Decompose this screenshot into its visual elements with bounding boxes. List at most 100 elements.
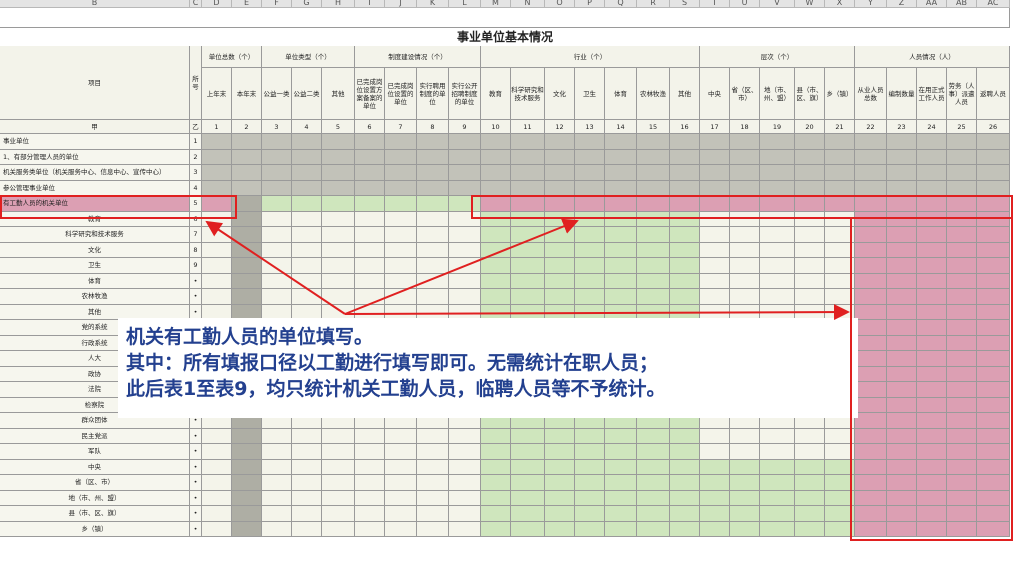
- data-cell: [887, 227, 917, 243]
- data-cell: [637, 134, 670, 150]
- data-cell: [511, 490, 545, 506]
- column-number: 1: [202, 120, 232, 134]
- data-cell: [417, 273, 449, 289]
- data-cell: [385, 165, 417, 181]
- sub-header: 在用正式工作人员: [917, 68, 947, 120]
- data-cell: [385, 475, 417, 491]
- data-cell: [575, 459, 605, 475]
- data-cell: [385, 180, 417, 196]
- data-cell: [700, 475, 730, 491]
- column-number: 7: [385, 120, 417, 134]
- data-cell: [232, 211, 262, 227]
- data-cell: [730, 242, 760, 258]
- data-cell: [947, 211, 977, 227]
- data-cell: [262, 180, 292, 196]
- data-cell: [917, 382, 947, 398]
- sub-header: 劳务（人事）派遣人员: [947, 68, 977, 120]
- data-cell: [322, 211, 355, 227]
- data-cell: [202, 273, 232, 289]
- data-cell: [700, 242, 730, 258]
- data-cell: [855, 459, 887, 475]
- data-cell: [355, 444, 385, 460]
- data-cell: [670, 165, 700, 181]
- data-cell: [449, 180, 481, 196]
- data-cell: [977, 413, 1010, 429]
- data-cell: [481, 165, 511, 181]
- data-cell: [511, 521, 545, 537]
- data-cell: [262, 490, 292, 506]
- data-cell: [977, 428, 1010, 444]
- data-cell: [887, 506, 917, 522]
- data-cell: [322, 149, 355, 165]
- column-letter: H: [322, 0, 355, 8]
- data-cell: [262, 475, 292, 491]
- data-cell: [575, 444, 605, 460]
- data-cell: [511, 134, 545, 150]
- data-cell: [262, 242, 292, 258]
- column-letter: F: [262, 0, 292, 8]
- data-cell: [232, 459, 262, 475]
- data-cell: [322, 506, 355, 522]
- row-number: 8: [190, 242, 202, 258]
- data-cell: [481, 490, 511, 506]
- data-cell: [730, 149, 760, 165]
- data-cell: [947, 196, 977, 212]
- column-letter: AB: [947, 0, 977, 8]
- data-cell: [449, 521, 481, 537]
- data-cell: [511, 289, 545, 305]
- data-cell: [262, 196, 292, 212]
- data-cell: [385, 149, 417, 165]
- data-cell: [232, 149, 262, 165]
- data-cell: [575, 490, 605, 506]
- sub-header: 编制数量: [887, 68, 917, 120]
- data-cell: [855, 196, 887, 212]
- data-cell: [262, 227, 292, 243]
- data-cell: [232, 428, 262, 444]
- data-cell: [730, 506, 760, 522]
- data-cell: [202, 165, 232, 181]
- row-label: 1、有部分管理人员的单位: [0, 149, 190, 165]
- row-label: 农林牧渔: [0, 289, 190, 305]
- data-cell: [262, 428, 292, 444]
- data-cell: [511, 475, 545, 491]
- data-cell: [825, 211, 855, 227]
- data-cell: [385, 227, 417, 243]
- data-cell: [232, 227, 262, 243]
- data-cell: [637, 475, 670, 491]
- data-cell: [730, 490, 760, 506]
- column-number: 4: [292, 120, 322, 134]
- data-cell: [730, 227, 760, 243]
- data-cell: [449, 273, 481, 289]
- data-cell: [760, 444, 795, 460]
- column-number: 23: [887, 120, 917, 134]
- data-cell: [760, 196, 795, 212]
- data-cell: [322, 134, 355, 150]
- data-cell: [605, 196, 637, 212]
- data-cell: [887, 273, 917, 289]
- data-cell: [322, 428, 355, 444]
- data-cell: [700, 289, 730, 305]
- data-cell: [202, 490, 232, 506]
- data-cell: [292, 134, 322, 150]
- data-cell: [511, 444, 545, 460]
- data-cell: [481, 273, 511, 289]
- data-cell: [700, 149, 730, 165]
- data-cell: [637, 444, 670, 460]
- data-cell: [417, 227, 449, 243]
- row-number: •: [190, 289, 202, 305]
- row-number: 5: [190, 196, 202, 212]
- sub-header: 乡（镇）: [825, 68, 855, 120]
- data-cell: [947, 149, 977, 165]
- data-cell: [575, 506, 605, 522]
- data-cell: [637, 289, 670, 305]
- data-cell: [795, 444, 825, 460]
- data-cell: [977, 459, 1010, 475]
- data-cell: [232, 289, 262, 305]
- data-cell: [355, 428, 385, 444]
- data-cell: [887, 196, 917, 212]
- data-cell: [322, 490, 355, 506]
- data-cell: [292, 149, 322, 165]
- column-letter: V: [760, 0, 795, 8]
- data-cell: [481, 506, 511, 522]
- data-cell: [575, 227, 605, 243]
